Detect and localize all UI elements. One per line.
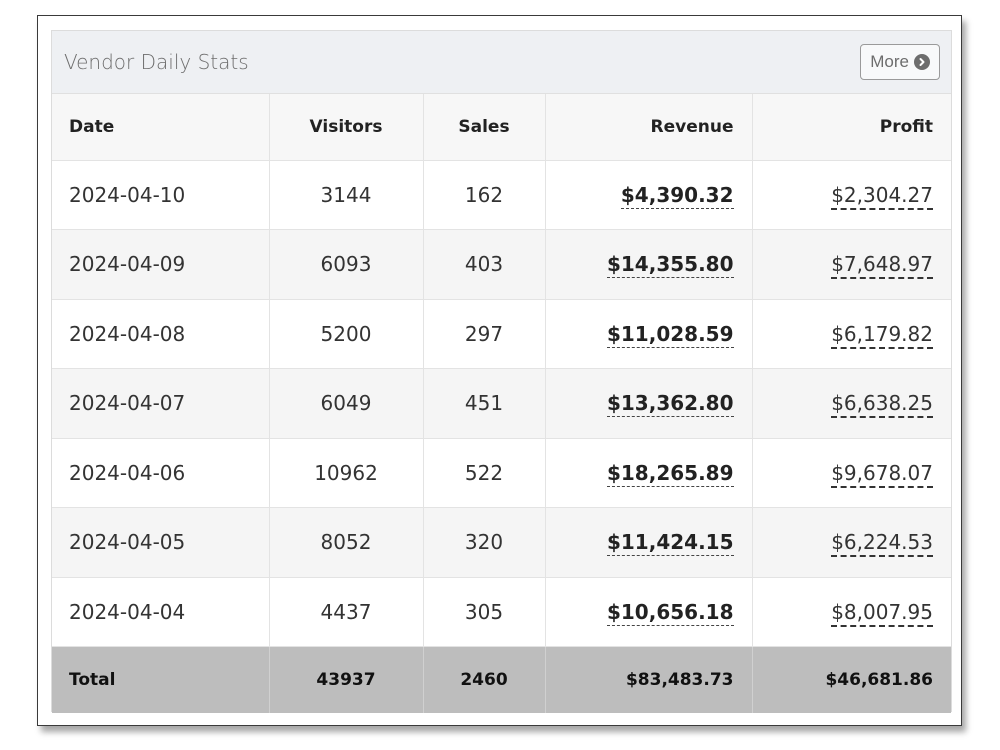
profit-cell: $6,224.53: [752, 507, 951, 578]
revenue-cell: $10,656.18: [545, 577, 753, 647]
revenue-value[interactable]: $14,355.80: [606, 252, 734, 279]
sales-cell: 162: [423, 160, 546, 230]
profit-cell: $6,179.82: [752, 299, 951, 369]
visitors-cell: 5200: [269, 299, 424, 369]
profit-value[interactable]: $7,648.97: [831, 252, 933, 280]
date-cell: 2024-04-10: [52, 160, 270, 230]
revenue-cell: $18,265.89: [545, 438, 753, 508]
revenue-value[interactable]: $18,265.89: [606, 460, 734, 487]
profit-cell: $8,007.95: [752, 577, 951, 647]
revenue-value[interactable]: $4,390.32: [620, 182, 734, 209]
visitors-cell: 3144: [269, 160, 424, 230]
profit-value[interactable]: $8,007.95: [831, 599, 933, 627]
profit-cell: $2,304.27: [752, 160, 951, 230]
revenue-value[interactable]: $10,656.18: [606, 599, 734, 626]
date-cell: 2024-04-08: [52, 299, 270, 369]
profit-value[interactable]: $9,678.07: [831, 460, 933, 488]
window-frame: Vendor Daily Stats More Date Visitors Sa…: [37, 15, 962, 726]
date-cell: 2024-04-05: [52, 507, 270, 578]
total-row: Total 43937 2460 $83,483.73 $46,681.86: [52, 646, 951, 713]
column-header-visitors[interactable]: Visitors: [269, 94, 424, 161]
visitors-cell: 4437: [269, 577, 424, 647]
date-cell: 2024-04-06: [52, 438, 270, 508]
revenue-cell: $14,355.80: [545, 229, 753, 300]
sales-cell: 297: [423, 299, 546, 369]
sales-cell: 451: [423, 368, 546, 439]
panel-header: Vendor Daily Stats More: [52, 31, 951, 94]
date-cell: 2024-04-04: [52, 577, 270, 647]
profit-value[interactable]: $6,638.25: [831, 391, 933, 419]
visitors-cell: 6093: [269, 229, 424, 300]
profit-value[interactable]: $6,179.82: [831, 321, 933, 349]
sales-cell: 305: [423, 577, 546, 647]
revenue-cell: $11,424.15: [545, 507, 753, 578]
table-header-row: Date Visitors Sales Revenue Profit: [52, 94, 951, 161]
revenue-value[interactable]: $11,028.59: [606, 321, 734, 348]
chevron-circle-right-icon: [914, 54, 930, 70]
more-button[interactable]: More: [860, 44, 940, 80]
table-row: 2024-04-08 5200 297 $11,028.59 $6,179.82: [52, 299, 951, 369]
sales-cell: 522: [423, 438, 546, 508]
table-row: 2024-04-09 6093 403 $14,355.80 $7,648.97: [52, 229, 951, 300]
visitors-cell: 6049: [269, 368, 424, 439]
table-row: 2024-04-10 3144 162 $4,390.32 $2,304.27: [52, 160, 951, 230]
revenue-cell: $4,390.32: [545, 160, 753, 230]
visitors-cell: 8052: [269, 507, 424, 578]
stats-table: Date Visitors Sales Revenue Profit 2024-…: [52, 94, 951, 713]
table-row: 2024-04-04 4437 305 $10,656.18 $8,007.95: [52, 577, 951, 647]
profit-value[interactable]: $6,224.53: [831, 530, 933, 558]
column-header-profit[interactable]: Profit: [752, 94, 951, 161]
date-cell: 2024-04-07: [52, 368, 270, 439]
more-button-label: More: [870, 52, 909, 71]
profit-cell: $9,678.07: [752, 438, 951, 508]
total-sales: 2460: [423, 646, 546, 713]
total-visitors: 43937: [269, 646, 424, 713]
date-cell: 2024-04-09: [52, 229, 270, 300]
column-header-revenue[interactable]: Revenue: [545, 94, 753, 161]
profit-cell: $7,648.97: [752, 229, 951, 300]
visitors-cell: 10962: [269, 438, 424, 508]
vendor-stats-panel: Vendor Daily Stats More Date Visitors Sa…: [51, 30, 952, 713]
sales-cell: 320: [423, 507, 546, 578]
total-label: Total: [52, 646, 270, 713]
revenue-cell: $13,362.80: [545, 368, 753, 439]
table-row: 2024-04-06 10962 522 $18,265.89 $9,678.0…: [52, 438, 951, 508]
revenue-cell: $11,028.59: [545, 299, 753, 369]
total-revenue: $83,483.73: [545, 646, 753, 713]
column-header-date[interactable]: Date: [52, 94, 270, 161]
table-row: 2024-04-07 6049 451 $13,362.80 $6,638.25: [52, 368, 951, 439]
table-row: 2024-04-05 8052 320 $11,424.15 $6,224.53: [52, 507, 951, 578]
sales-cell: 403: [423, 229, 546, 300]
revenue-value[interactable]: $11,424.15: [606, 530, 734, 557]
revenue-value[interactable]: $13,362.80: [606, 391, 734, 418]
column-header-sales[interactable]: Sales: [423, 94, 546, 161]
total-profit: $46,681.86: [752, 646, 951, 713]
panel-title: Vendor Daily Stats: [64, 50, 249, 74]
profit-cell: $6,638.25: [752, 368, 951, 439]
profit-value[interactable]: $2,304.27: [831, 182, 933, 210]
